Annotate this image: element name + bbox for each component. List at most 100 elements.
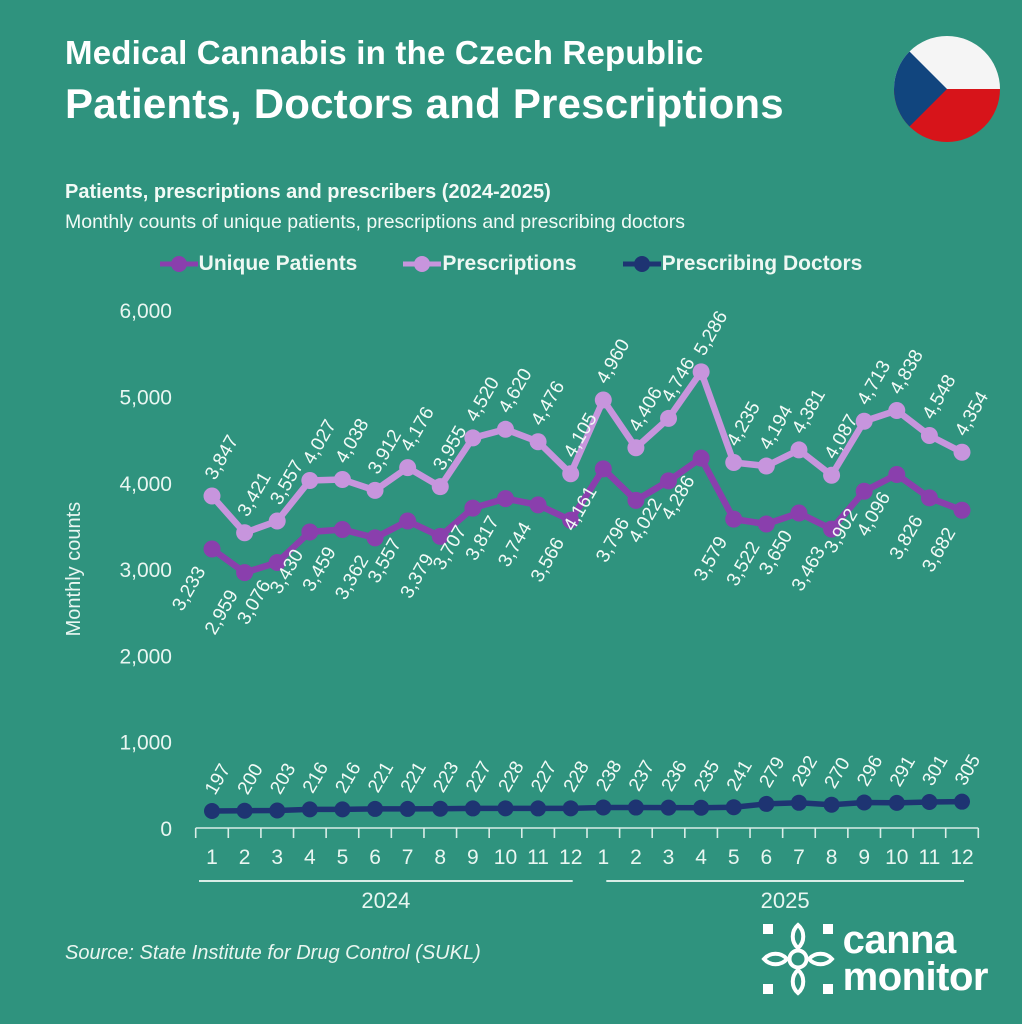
data-point <box>920 427 938 445</box>
data-point <box>823 796 840 813</box>
svg-text:6: 6 <box>369 846 381 869</box>
data-point <box>530 800 547 817</box>
data-point <box>529 496 547 514</box>
cannamonitor-logo: canna monitor <box>760 920 989 999</box>
data-point <box>855 412 873 430</box>
legend-item-prescribing-doctors: Prescribing Doctors <box>622 252 862 276</box>
svg-text:2,000: 2,000 <box>119 645 172 668</box>
svg-text:2024: 2024 <box>361 888 410 913</box>
data-label: 4,161 <box>560 483 602 535</box>
data-point <box>790 441 808 459</box>
page-title: Medical Cannabis in the Czech Republic <box>65 34 704 71</box>
data-label: 241 <box>723 757 757 795</box>
data-point <box>496 490 514 508</box>
data-point <box>268 554 286 572</box>
data-point <box>431 527 449 545</box>
data-point <box>399 512 417 530</box>
legend-label: Unique Patients <box>198 252 358 275</box>
logo-line-2: monitor <box>842 955 989 999</box>
data-point <box>562 511 580 529</box>
svg-text:6,000: 6,000 <box>119 300 172 323</box>
svg-text:10: 10 <box>494 846 517 869</box>
data-point <box>431 478 449 496</box>
svg-text:5,000: 5,000 <box>119 387 172 410</box>
data-point <box>367 800 384 817</box>
series-unique-patients: 3,2332,9593,0763,4303,4593,3623,5573,379… <box>168 449 971 638</box>
data-point <box>725 799 742 816</box>
data-label: 270 <box>821 754 855 792</box>
data-point <box>627 491 645 509</box>
data-label: 4,027 <box>299 416 341 468</box>
data-point <box>399 459 417 477</box>
data-label: 3,826 <box>886 512 928 564</box>
chart-legend: Unique Patients Prescriptions Prescribin… <box>0 252 1022 276</box>
data-point <box>595 799 612 816</box>
data-point <box>920 489 938 507</box>
data-label: 3,847 <box>201 432 243 484</box>
data-point <box>529 433 547 451</box>
data-point <box>236 524 254 542</box>
data-point <box>333 471 351 489</box>
data-label: 3,566 <box>527 534 569 586</box>
data-label: 228 <box>495 758 529 796</box>
svg-text:2: 2 <box>630 846 642 869</box>
data-point <box>268 512 286 530</box>
data-label: 216 <box>299 759 333 797</box>
data-point <box>269 802 286 819</box>
svg-text:1: 1 <box>597 846 609 869</box>
data-label: 203 <box>266 760 300 798</box>
data-point <box>790 794 807 811</box>
data-point <box>301 523 319 541</box>
svg-text:11: 11 <box>918 846 940 869</box>
data-label: 228 <box>560 758 594 796</box>
data-label: 3,430 <box>266 546 308 598</box>
svg-text:12: 12 <box>950 846 973 869</box>
data-point <box>888 466 906 484</box>
line-marker-icon <box>403 256 442 272</box>
svg-text:3: 3 <box>271 846 283 869</box>
data-point <box>823 466 841 484</box>
data-point <box>366 529 384 547</box>
data-label: 291 <box>886 752 920 790</box>
svg-text:Monthly counts: Monthly counts <box>63 502 85 637</box>
data-point <box>399 800 416 817</box>
data-label: 221 <box>397 758 431 796</box>
data-label: 237 <box>625 757 659 795</box>
data-point <box>823 520 841 538</box>
data-point <box>953 443 971 461</box>
data-point <box>301 801 318 818</box>
page-subtitle-large: Patients, Doctors and Prescriptions <box>65 80 784 127</box>
data-point <box>660 799 677 816</box>
svg-text:1: 1 <box>206 846 218 869</box>
data-point <box>856 794 873 811</box>
data-point <box>855 482 873 500</box>
data-point <box>692 363 710 381</box>
data-label: 4,476 <box>527 378 569 430</box>
data-label: 235 <box>690 757 724 795</box>
svg-text:3: 3 <box>663 846 675 869</box>
data-label: 227 <box>462 758 496 796</box>
svg-text:1,000: 1,000 <box>119 732 172 755</box>
svg-text:4: 4 <box>695 846 707 869</box>
data-label: 292 <box>788 752 822 790</box>
data-point <box>594 391 612 409</box>
data-point <box>203 540 221 558</box>
chart-subtitles: Patients, prescriptions and prescribers … <box>65 181 685 234</box>
data-point <box>236 564 254 582</box>
svg-text:6: 6 <box>761 846 773 869</box>
svg-text:5: 5 <box>337 846 349 869</box>
data-label: 197 <box>201 761 235 799</box>
data-point <box>888 401 906 419</box>
data-label: 4,960 <box>592 336 634 388</box>
data-point <box>758 795 775 812</box>
data-label: 4,038 <box>332 415 374 467</box>
y-axis: 0 1,000 2,000 3,000 4,000 5,000 6,000 Monthly c… <box>63 300 172 841</box>
data-point <box>333 520 351 538</box>
data-point <box>497 800 514 817</box>
flower-logo-icon <box>760 922 835 996</box>
svg-text:0: 0 <box>160 818 172 841</box>
data-label: 4,176 <box>397 403 439 455</box>
data-point <box>594 460 612 478</box>
